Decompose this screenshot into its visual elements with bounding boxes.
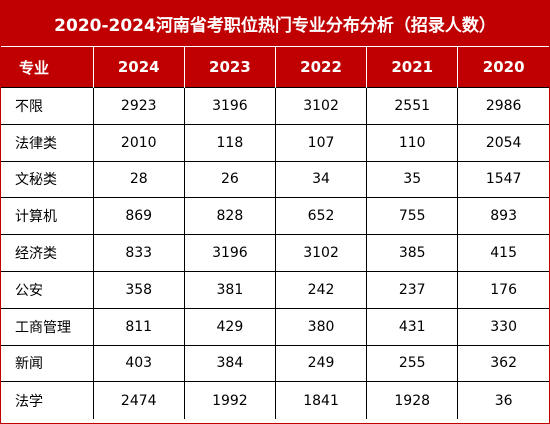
table-row: 经济类 833 3196 3102 385 415 bbox=[1, 234, 549, 272]
value-cell: 3102 bbox=[274, 234, 368, 272]
value-cell: 35 bbox=[366, 160, 459, 199]
major-cell: 法学 bbox=[1, 381, 94, 419]
header-year: 2023 bbox=[184, 47, 276, 88]
value-cell: 431 bbox=[366, 307, 459, 346]
value-cell: 110 bbox=[366, 123, 459, 162]
major-cell: 新闻 bbox=[1, 344, 94, 383]
value-cell: 403 bbox=[92, 344, 185, 383]
value-cell: 380 bbox=[274, 307, 368, 346]
value-cell: 255 bbox=[366, 344, 459, 383]
value-cell: 1841 bbox=[274, 381, 368, 419]
header-year: 2021 bbox=[366, 47, 459, 88]
major-cell: 文秘类 bbox=[1, 160, 94, 199]
table-row: 法律类 2010 118 107 110 2054 bbox=[1, 123, 549, 162]
value-cell: 36 bbox=[457, 381, 549, 419]
value-cell: 249 bbox=[274, 344, 368, 383]
value-cell: 755 bbox=[366, 197, 459, 236]
major-cell: 工商管理 bbox=[1, 307, 94, 346]
table-row: 法学 2474 1992 1841 1928 36 bbox=[1, 381, 549, 419]
value-cell: 652 bbox=[274, 197, 368, 236]
value-cell: 176 bbox=[457, 270, 549, 309]
table-row: 计算机 869 828 652 755 893 bbox=[1, 197, 549, 236]
header-year: 2024 bbox=[93, 47, 185, 88]
value-cell: 28 bbox=[92, 160, 185, 199]
value-cell: 1547 bbox=[457, 160, 549, 199]
value-cell: 429 bbox=[183, 307, 276, 346]
value-cell: 3196 bbox=[183, 87, 276, 125]
value-cell: 362 bbox=[457, 344, 549, 383]
table-row: 工商管理 811 429 380 431 330 bbox=[1, 307, 549, 346]
value-cell: 3196 bbox=[183, 234, 276, 272]
value-cell: 893 bbox=[457, 197, 549, 236]
value-cell: 2986 bbox=[457, 87, 549, 125]
value-cell: 384 bbox=[183, 344, 276, 383]
major-cell: 法律类 bbox=[1, 123, 94, 162]
major-cell: 计算机 bbox=[1, 197, 94, 236]
header-year: 2022 bbox=[275, 47, 368, 88]
value-cell: 107 bbox=[274, 123, 368, 162]
major-cell: 不限 bbox=[1, 87, 94, 125]
value-cell: 1928 bbox=[366, 381, 459, 419]
value-cell: 811 bbox=[92, 307, 185, 346]
value-cell: 242 bbox=[274, 270, 368, 309]
major-cell: 经济类 bbox=[1, 234, 94, 272]
value-cell: 330 bbox=[457, 307, 549, 346]
table-title: 2020-2024河南省考职位热门专业分布分析（招录人数） bbox=[1, 1, 549, 47]
value-cell: 2010 bbox=[92, 123, 185, 162]
header-row: 专业 2024 2023 2022 2021 2020 bbox=[1, 47, 549, 88]
value-cell: 2054 bbox=[457, 123, 549, 162]
value-cell: 26 bbox=[183, 160, 276, 199]
value-cell: 2551 bbox=[366, 87, 459, 125]
value-cell: 869 bbox=[92, 197, 185, 236]
value-cell: 2923 bbox=[92, 87, 185, 125]
data-table: 专业 2024 2023 2022 2021 2020 不限 2923 3196… bbox=[1, 47, 549, 419]
value-cell: 2474 bbox=[92, 381, 185, 419]
value-cell: 828 bbox=[183, 197, 276, 236]
value-cell: 1992 bbox=[183, 381, 276, 419]
table-row: 新闻 403 384 249 255 362 bbox=[1, 344, 549, 383]
table-row: 不限 2923 3196 3102 2551 2986 bbox=[1, 87, 549, 125]
value-cell: 237 bbox=[366, 270, 459, 309]
table-row: 文秘类 28 26 34 35 1547 bbox=[1, 160, 549, 199]
value-cell: 3102 bbox=[274, 87, 368, 125]
table-row: 公安 358 381 242 237 176 bbox=[1, 270, 549, 309]
value-cell: 358 bbox=[92, 270, 185, 309]
value-cell: 385 bbox=[366, 234, 459, 272]
header-major: 专业 bbox=[1, 47, 94, 88]
value-cell: 118 bbox=[183, 123, 276, 162]
major-cell: 公安 bbox=[1, 270, 94, 309]
value-cell: 833 bbox=[92, 234, 185, 272]
value-cell: 381 bbox=[183, 270, 276, 309]
value-cell: 415 bbox=[457, 234, 549, 272]
value-cell: 34 bbox=[274, 160, 368, 199]
header-year: 2020 bbox=[457, 47, 549, 88]
